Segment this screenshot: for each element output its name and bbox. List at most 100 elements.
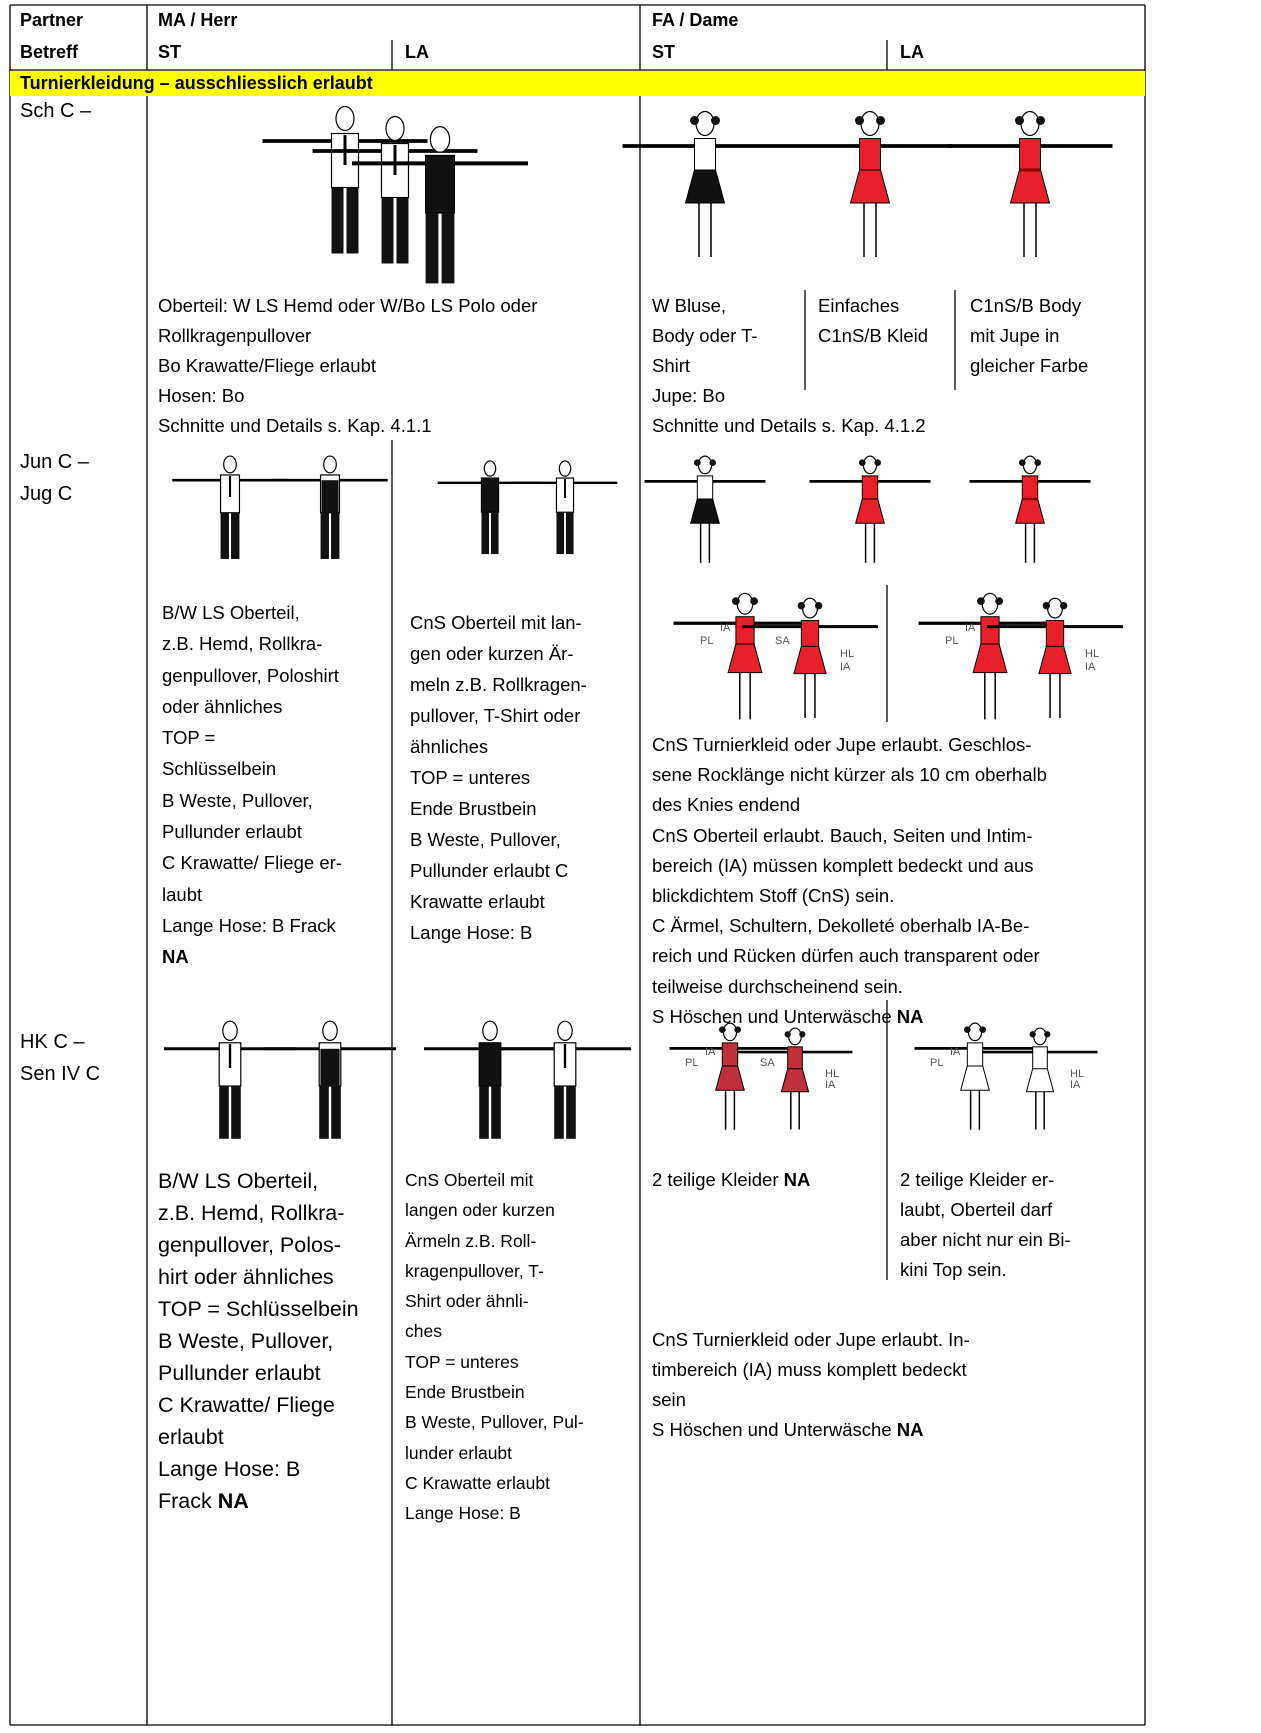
- text-line: TOP = unteres: [410, 767, 531, 788]
- text-line: blickdichtem Stoff (CnS) sein.: [652, 885, 895, 907]
- figure: [982, 1027, 1098, 1130]
- figure-part: [784, 1031, 791, 1038]
- text-line: teilweise durchscheinend sein.: [652, 975, 903, 997]
- figure: [272, 455, 388, 559]
- figure-part: [1025, 1068, 1055, 1093]
- figure-part: [1009, 169, 1051, 204]
- figure-part: [320, 512, 329, 559]
- figure-part: [734, 1026, 741, 1033]
- text-block: Sch C –: [20, 96, 91, 126]
- figure-label: IA: [1085, 661, 1096, 673]
- figure-part: [222, 1020, 238, 1042]
- text-line: CnS Oberteil erlaubt. Bauch, Seiten und …: [652, 824, 1033, 846]
- figure: [352, 125, 528, 284]
- figure-label: PL: [685, 1057, 698, 1069]
- text-line: C Krawatte/ Fliege: [158, 1393, 335, 1417]
- text-block: C1nS/B Body mit Jupe in gleicher Farbe: [970, 291, 1088, 381]
- figure-label: IA: [965, 622, 976, 634]
- text-block: W Bluse, Body oder T- Shirt Jupe: Bo: [652, 291, 758, 411]
- figure-part: [977, 597, 985, 605]
- figure-part: [491, 1086, 501, 1139]
- figure: [673, 592, 817, 720]
- figure-part: [695, 110, 715, 137]
- figure-part: [732, 597, 740, 605]
- figure-part: [478, 1042, 502, 1087]
- figure-label: HL: [1070, 1068, 1084, 1080]
- text-line: Oberteil: W LS Hemd oder W/Bo LS Polo od…: [158, 295, 538, 316]
- figure-part: [1036, 116, 1045, 125]
- figure: [644, 455, 766, 563]
- text-line: B/W LS Oberteil,: [162, 602, 300, 623]
- text-line: TOP = Schlüsselbein: [158, 1297, 359, 1321]
- section-title: Turnierkleidung – ausschliesslich erlaub…: [20, 73, 373, 93]
- text-line: B Weste, Pullover,: [410, 829, 561, 850]
- text-line: sene Rocklänge nicht kürzer als 10 cm ob…: [652, 764, 1047, 786]
- text-block: 2 teilige Kleider er-laubt, Oberteil dar…: [900, 1165, 1071, 1285]
- figure-part: [727, 643, 763, 674]
- figure-part: [874, 459, 881, 467]
- text-line: C1nS/B Body: [970, 295, 1082, 316]
- figure-label: IA: [840, 661, 851, 673]
- text-block: B/W LS Oberteil, z.B. Hemd, Rollkra-genpu…: [158, 1165, 359, 1517]
- figure-part: [715, 1065, 745, 1091]
- figure-part: [787, 1046, 803, 1071]
- figure-part: [1029, 1031, 1036, 1038]
- bold-text: NA: [896, 1419, 924, 1440]
- figure-part: [721, 1042, 739, 1068]
- figure-part: [321, 480, 339, 513]
- text-line: Frack NA: [158, 1485, 359, 1517]
- text-line: timbereich (IA) muss komplett bedeckt: [652, 1359, 967, 1380]
- figure-part: [736, 592, 754, 615]
- figure-part: [964, 1026, 971, 1033]
- figure-part: [859, 138, 881, 172]
- figure-part: [1020, 110, 1040, 137]
- figure-part: [690, 498, 720, 524]
- text-line: pullover, T-Shirt oder: [410, 705, 581, 726]
- text-line: 2 teilige Kleider NA: [652, 1165, 810, 1195]
- figure: [264, 1020, 396, 1139]
- text-line: Rollkragenpullover: [158, 325, 312, 346]
- figure-part: [1032, 1046, 1048, 1071]
- figure: [742, 597, 878, 719]
- text-line: Shirt: [652, 355, 691, 376]
- header: ST: [158, 42, 182, 62]
- text-line: laubt: [162, 883, 203, 905]
- text-line: Lange Hose: B: [405, 1503, 521, 1524]
- figure-part: [719, 1026, 726, 1033]
- figure-part: [981, 592, 999, 615]
- text-line: Jupe: Bo: [652, 385, 726, 406]
- figure-part: [684, 169, 726, 204]
- figure: [787, 110, 953, 257]
- figure-part: [565, 512, 574, 555]
- bold-text: NA: [162, 946, 189, 968]
- figure: [172, 455, 288, 559]
- figure-label: PL: [700, 635, 713, 647]
- text: S Höschen und Unterwäsche: [652, 1005, 892, 1027]
- figure-label: HL: [1085, 648, 1099, 660]
- figure-part: [231, 1086, 241, 1139]
- text-line: mit Jupe in: [970, 325, 1060, 346]
- text-line: meln z.B. Rollkragen-: [410, 674, 587, 695]
- figure-part: [385, 115, 405, 142]
- text-block: CnS Oberteil mit langen oder kurzen Ärmeln…: [405, 1165, 584, 1529]
- text-line: CnS Oberteil mit: [405, 1170, 534, 1190]
- text-line: genpullover, Poloshirt: [162, 664, 339, 686]
- figure-part: [482, 1020, 498, 1042]
- text-line: W Bluse,: [652, 295, 727, 316]
- text-line: lunder erlaubt: [405, 1442, 513, 1463]
- figure-part: [1015, 116, 1024, 125]
- text-block: Oberteil: W LS Hemd oder W/Bo LS Polo od…: [158, 291, 537, 441]
- figure: [987, 597, 1123, 719]
- text-line: aber nicht nur ein Bi-: [900, 1229, 1071, 1250]
- header: ST: [652, 42, 676, 62]
- figure-part: [346, 187, 359, 254]
- figure-part: [231, 512, 240, 559]
- text-block: B/W LS Oberteil, z.B. Hemd, Rollkra-genpu…: [162, 597, 342, 973]
- figure-label: PL: [945, 635, 958, 647]
- figure-part: [323, 455, 337, 474]
- figure-part: [322, 1020, 338, 1042]
- figure-part: [566, 1086, 576, 1139]
- figure-part: [1022, 455, 1038, 475]
- figure: [424, 1020, 556, 1139]
- figure-part: [972, 643, 1008, 674]
